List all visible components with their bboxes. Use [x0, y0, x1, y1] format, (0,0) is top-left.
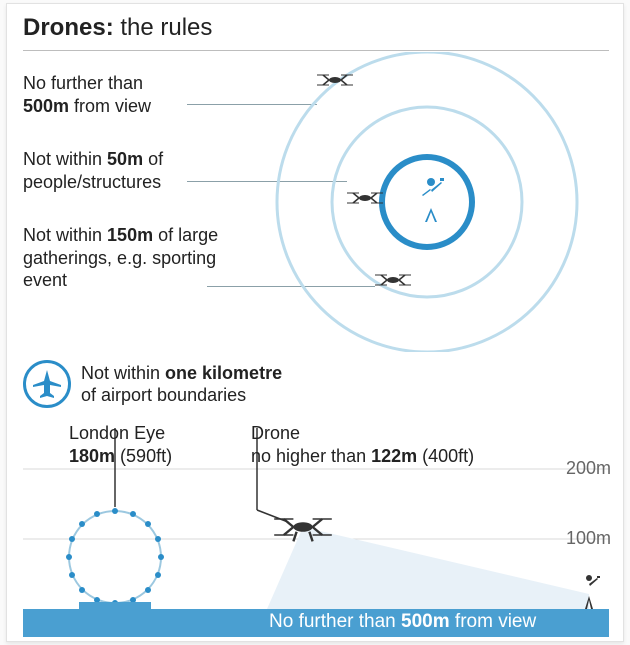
circle-outer: [277, 52, 577, 352]
london-eye-icon: [66, 508, 164, 612]
tick-200m: 200m: [551, 458, 611, 479]
airport-rule: Not within one kilometre of airport boun…: [23, 360, 282, 408]
ground-pilot-icon: [585, 575, 600, 609]
london-eye-label: London Eye 180m (590ft): [69, 422, 172, 467]
pointer-drone-d: [257, 510, 288, 522]
rule-150m: Not within 150m of large gatherings, e.g…: [23, 224, 233, 292]
pilot-figure: [422, 178, 444, 222]
ground-caption: No further than 500m from view: [269, 611, 536, 633]
page-title: Drones: the rules: [23, 14, 212, 42]
airport-text: Not within one kilometre of airport boun…: [81, 362, 282, 407]
infographic-card: Drones: the rules No further than 500m f…: [6, 3, 624, 642]
title-rest: the rules: [114, 14, 213, 41]
circle-middle: [332, 107, 522, 297]
circle-inner: [382, 157, 472, 247]
airplane-icon: [23, 360, 71, 408]
rule-500m: No further than 500m from view: [23, 72, 223, 117]
title-divider: [23, 50, 609, 51]
title-bold: Drones:: [23, 14, 114, 41]
rule-50m: Not within 50m of people/structures: [23, 148, 223, 193]
drone-middle: [347, 193, 383, 203]
range-diagram: [237, 52, 617, 352]
drone-altitude-label: Drone no higher than 122m (400ft): [251, 422, 474, 467]
tick-100m: 100m: [551, 528, 611, 549]
